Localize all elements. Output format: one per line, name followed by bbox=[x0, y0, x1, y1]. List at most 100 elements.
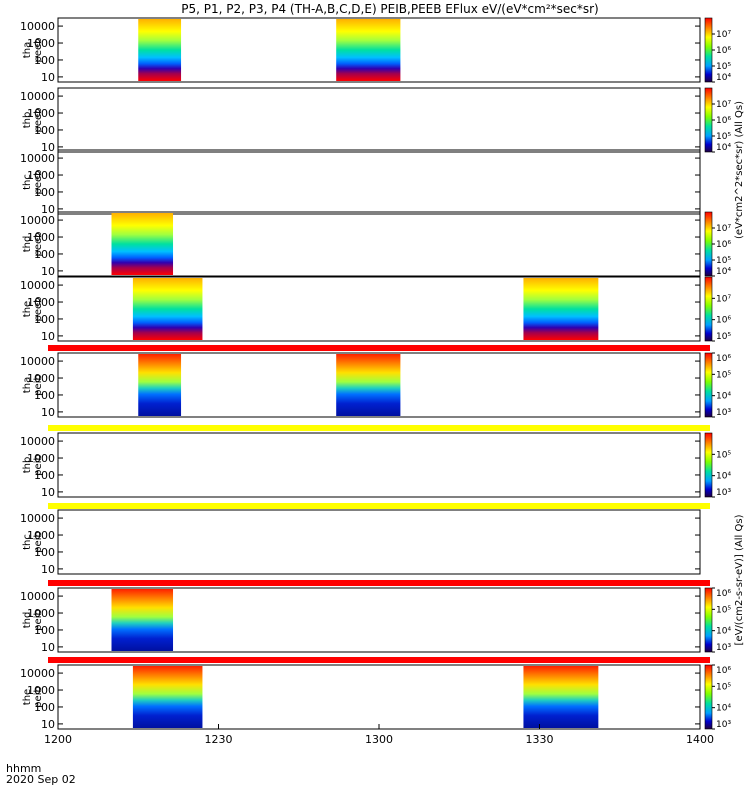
panel-label-probe: thb bbox=[22, 112, 33, 129]
colorbar-tick-label: 10⁶ bbox=[716, 666, 731, 676]
colorbar-tick-label: 10⁵ bbox=[716, 370, 731, 380]
time-axis-label-date: 2020 Sep 02 bbox=[6, 773, 76, 786]
y-tick-label: 1000 bbox=[27, 684, 55, 697]
panel-thb-peib: 10 100 1000 10000 thb peib 10³ 10⁴ 10⁵ bbox=[20, 432, 731, 499]
colorbar-tick-label: 10⁴ bbox=[716, 73, 731, 83]
colorbar-scale bbox=[704, 352, 713, 418]
colorbar: 10⁵ 10⁶ 10⁷ bbox=[704, 276, 731, 342]
spectrogram-interval bbox=[111, 213, 174, 275]
panel-label-probe: thd bbox=[22, 612, 33, 629]
spectrogram-interval bbox=[132, 666, 203, 728]
y-tick-label: 1000 bbox=[27, 169, 55, 182]
mode-bar bbox=[48, 580, 710, 586]
colorbar-label-ion: [eV/(cm2-s-sr-eV)] (All Qs) bbox=[734, 514, 745, 645]
y-tick-label: 1000 bbox=[27, 231, 55, 244]
panel-label-product: peeb bbox=[33, 38, 44, 63]
x-tick-label: 1200 bbox=[44, 733, 72, 746]
y-tick-label: 10000 bbox=[20, 590, 55, 603]
y-tick-label: 10000 bbox=[20, 512, 55, 525]
spectrogram-interval bbox=[336, 354, 401, 416]
y-tick-label: 10 bbox=[41, 330, 55, 343]
colorbar-tick-label: 10⁵ bbox=[716, 605, 731, 615]
y-tick-label: 100 bbox=[34, 624, 55, 637]
y-tick-label: 10 bbox=[41, 486, 55, 499]
y-tick-label: 100 bbox=[34, 124, 55, 137]
y-tick-label: 10000 bbox=[20, 355, 55, 368]
y-tick-label: 100 bbox=[34, 186, 55, 199]
panel-label-probe: the bbox=[22, 689, 33, 705]
colorbar-tick-label: 10⁶ bbox=[716, 46, 731, 56]
x-tick-label: 1400 bbox=[686, 733, 714, 746]
colorbar-tick-label: 10³ bbox=[716, 488, 731, 498]
colorbar-tick-label: 10⁵ bbox=[716, 62, 731, 72]
colorbar: 10³ 10⁴ 10⁵ 10⁶ bbox=[704, 352, 731, 418]
panel-label-probe: thb bbox=[22, 457, 33, 474]
colorbar: 10³ 10⁴ 10⁵ 10⁶ bbox=[704, 587, 731, 653]
colorbar-tick-label: 10⁴ bbox=[716, 704, 731, 714]
colorbar-tick-label: 10³ bbox=[716, 643, 731, 653]
spectrogram-interval bbox=[132, 278, 203, 340]
spectrogram-interval bbox=[336, 19, 401, 81]
y-tick-label: 10000 bbox=[20, 667, 55, 680]
y-tick-label: 10 bbox=[41, 406, 55, 419]
panel-the-peib: 10 100 1000 10000 the peib 10³ 10⁴ 10⁵ 10⁶ bbox=[20, 664, 731, 731]
spectrogram-interval bbox=[111, 589, 174, 651]
time-axis-label-hhmm: hhmm bbox=[6, 762, 41, 775]
y-tick-label: 1000 bbox=[27, 607, 55, 620]
colorbar-tick-label: 10⁷ bbox=[716, 30, 731, 40]
colorbar-tick-label: 10⁵ bbox=[716, 132, 731, 142]
panel-label-product: peeb bbox=[33, 232, 44, 257]
spectrogram-interval bbox=[138, 354, 182, 416]
panel-label-product: peib bbox=[33, 609, 44, 631]
y-tick-label: 100 bbox=[34, 248, 55, 261]
y-tick-label: 10 bbox=[41, 641, 55, 654]
colorbar-tick-label: 10⁵ bbox=[716, 256, 731, 266]
y-tick-label: 1000 bbox=[27, 296, 55, 309]
colorbar-tick-label: 10⁷ bbox=[716, 224, 731, 234]
panel-frame bbox=[57, 149, 701, 215]
panel-frame bbox=[57, 87, 701, 153]
panel-frame bbox=[57, 509, 701, 575]
x-tick-label: 1330 bbox=[526, 733, 554, 746]
mode-bar bbox=[48, 657, 710, 663]
spectrogram-interval bbox=[523, 278, 599, 340]
colorbar: 10³ 10⁴ 10⁵ bbox=[704, 432, 731, 498]
panel-label-product: peib bbox=[33, 374, 44, 396]
y-tick-label: 10 bbox=[41, 718, 55, 731]
panel-label-probe: tha bbox=[22, 42, 33, 58]
x-tick-label: 1300 bbox=[365, 733, 393, 746]
colorbar-tick-label: 10⁶ bbox=[716, 354, 731, 364]
y-tick-label: 10 bbox=[41, 563, 55, 576]
colorbar: 10³ 10⁴ 10⁵ 10⁶ bbox=[704, 664, 731, 730]
panel-frame bbox=[57, 587, 701, 653]
x-tick-label: 1230 bbox=[205, 733, 233, 746]
panel-thc-peeb: 10 100 1000 10000 thc peeb bbox=[20, 149, 701, 216]
colorbar-tick-label: 10⁵ bbox=[716, 332, 731, 342]
panel-label-probe: tha bbox=[22, 377, 33, 393]
spectrogram-interval bbox=[138, 19, 182, 81]
colorbar-scale bbox=[704, 87, 713, 153]
colorbar-tick-label: 10⁷ bbox=[716, 294, 731, 304]
y-tick-label: 100 bbox=[34, 313, 55, 326]
colorbar-tick-label: 10⁶ bbox=[716, 316, 731, 326]
panel-thd-peib: 10 100 1000 10000 thd peib 10³ 10⁴ 10⁵ 10⁶ bbox=[20, 587, 731, 654]
panel-label-probe: thc bbox=[22, 534, 33, 550]
panel-label-product: peeb bbox=[33, 297, 44, 322]
figure-title: P5, P1, P2, P3, P4 (TH-A,B,C,D,E) PEIB,P… bbox=[181, 2, 598, 16]
y-tick-label: 100 bbox=[34, 546, 55, 559]
panel-the-peeb: 10 100 1000 10000 the peeb 10⁵ 10⁶ 10⁷ bbox=[20, 276, 731, 343]
mode-bar bbox=[48, 503, 710, 509]
y-tick-label: 1000 bbox=[27, 529, 55, 542]
panel-frame bbox=[57, 276, 701, 342]
colorbar-tick-label: 10⁴ bbox=[716, 472, 731, 482]
y-tick-label: 10 bbox=[41, 71, 55, 84]
panel-label-product: peib bbox=[33, 454, 44, 476]
colorbar-scale bbox=[704, 664, 713, 730]
y-tick-label: 10000 bbox=[20, 20, 55, 33]
